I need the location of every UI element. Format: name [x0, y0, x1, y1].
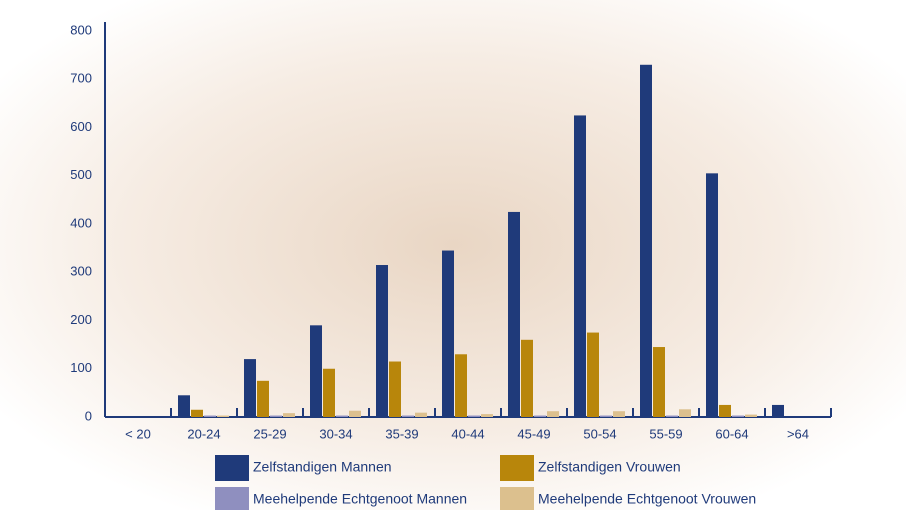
x-tick-label: 40-44	[451, 426, 484, 441]
bar	[283, 413, 295, 417]
bar	[323, 368, 335, 417]
y-tick-label: 200	[70, 312, 92, 327]
bar	[508, 211, 520, 417]
bar	[336, 415, 348, 417]
bar	[481, 414, 493, 417]
x-tick-label: 20-24	[187, 426, 220, 441]
bar	[745, 414, 757, 417]
y-tick-label: 300	[70, 264, 92, 279]
bar	[455, 354, 467, 417]
bar	[217, 415, 229, 417]
legend-label: Meehelpende Echtgenoot Vrouwen	[538, 491, 756, 507]
bar	[191, 409, 203, 417]
bar	[706, 173, 718, 417]
bar	[719, 404, 731, 417]
y-tick-label: 0	[85, 408, 92, 423]
y-tick-label: 400	[70, 215, 92, 230]
bar	[257, 380, 269, 417]
bar	[640, 64, 652, 418]
y-tick-label: 700	[70, 71, 92, 86]
legend-swatch	[215, 455, 249, 481]
bar	[600, 415, 612, 417]
bar	[376, 265, 388, 417]
x-tick-label: < 20	[125, 426, 151, 441]
legend-label: Zelfstandigen Vrouwen	[538, 459, 681, 475]
bar	[270, 415, 282, 417]
x-tick-label: 45-49	[517, 426, 550, 441]
x-tick-label: 55-59	[649, 426, 682, 441]
bar	[310, 325, 322, 417]
bar	[534, 415, 546, 417]
bar	[415, 412, 427, 417]
x-tick-label: 50-54	[583, 426, 616, 441]
bar	[666, 415, 678, 417]
bar	[679, 409, 691, 417]
y-tick-label: 600	[70, 119, 92, 134]
x-tick-label: 35-39	[385, 426, 418, 441]
bar	[349, 410, 361, 417]
legend-swatch	[500, 455, 534, 481]
bar	[772, 404, 784, 417]
bar	[574, 115, 586, 417]
bar	[244, 359, 256, 417]
bar	[442, 250, 454, 417]
legend-swatch	[500, 487, 534, 510]
bar	[547, 411, 559, 417]
bar	[468, 415, 480, 417]
bar	[178, 395, 190, 417]
bar	[521, 339, 533, 417]
y-tick-label: 100	[70, 360, 92, 375]
legend-label: Zelfstandigen Mannen	[253, 459, 392, 475]
bar	[732, 415, 744, 417]
x-tick-label: 30-34	[319, 426, 352, 441]
x-tick-label: 60-64	[715, 426, 748, 441]
x-tick-label: >64	[787, 426, 809, 441]
bar	[204, 415, 216, 417]
bar	[587, 332, 599, 417]
legend-label: Meehelpende Echtgenoot Mannen	[253, 491, 467, 507]
y-tick-label: 800	[70, 22, 92, 37]
x-tick-label: 25-29	[253, 426, 286, 441]
bar	[389, 361, 401, 417]
bar	[613, 411, 625, 417]
bar	[653, 347, 665, 417]
y-tick-label: 500	[70, 167, 92, 182]
legend-swatch	[215, 487, 249, 510]
bar	[402, 415, 414, 417]
